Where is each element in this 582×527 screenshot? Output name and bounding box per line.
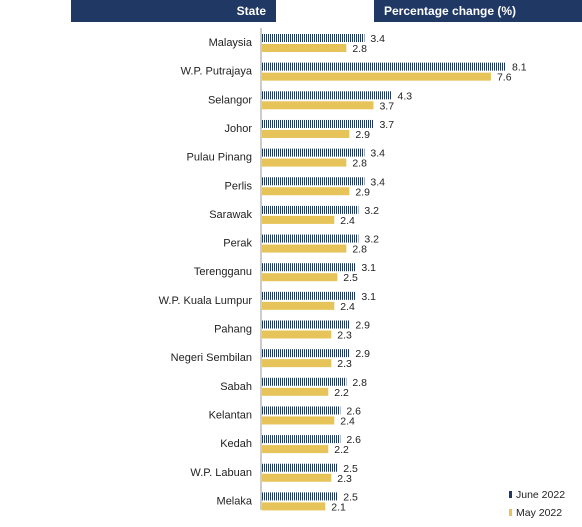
bar-june-2022 [262,320,350,329]
bar-may-2022 [262,301,335,310]
data-label: 2.8 [352,377,367,389]
data-label: 3.2 [364,205,379,217]
bar-may-2022 [262,502,326,511]
bar-may-2022 [262,359,332,368]
category-label: Malaysia [209,37,253,49]
data-label: 2.8 [352,244,367,256]
data-label: 2.1 [331,501,346,513]
data-label: 2.3 [337,358,352,370]
bar-may-2022 [262,215,335,224]
bar-may-2022 [262,158,347,167]
category-label: Johor [224,123,252,135]
data-label: 3.4 [370,148,385,160]
data-label: 3.1 [361,291,376,303]
bar-june-2022 [262,205,359,214]
bar-june-2022 [262,234,359,243]
data-label: 2.8 [352,43,367,55]
data-label: 2.2 [334,444,349,456]
bar-june-2022 [262,349,350,358]
bar-may-2022 [262,244,347,253]
data-label: 2.4 [340,215,355,227]
data-label: 2.9 [355,186,370,198]
category-label: Negeri Sembilan [171,352,252,364]
category-label: Kedah [220,438,252,450]
bar-june-2022 [262,492,338,501]
legend-swatch-june [509,491,512,498]
bar-june-2022 [262,291,356,300]
data-label: 2.9 [355,129,370,141]
bar-may-2022 [262,187,350,196]
data-label: 7.6 [497,72,512,84]
bar-may-2022 [262,273,338,282]
bar-june-2022 [262,34,365,42]
bar-june-2022 [262,377,347,386]
bar-june-2022 [262,177,365,186]
data-label: 2.4 [340,301,355,313]
category-label: Kelantan [209,409,252,421]
category-label: Perak [223,238,252,250]
category-label: Selangor [208,94,252,106]
category-label: W.P. Labuan [190,467,252,479]
bar-june-2022 [262,435,341,444]
data-label: 8.1 [512,62,527,74]
data-label: 3.7 [379,100,394,112]
data-label: 3.7 [379,119,394,131]
state-column-header: State [71,0,276,22]
category-label: Sarawak [209,209,252,221]
category-label: W.P. Putrajaya [181,66,253,78]
category-label: Melaka [217,495,253,507]
bar-may-2022 [262,416,335,425]
data-label: 2.5 [343,463,358,475]
legend-swatch-may [509,509,512,516]
bar-june-2022 [262,62,506,71]
bar-june-2022 [262,91,392,100]
bar-june-2022 [262,406,341,415]
legend-label-may: May 2022 [516,507,562,519]
data-label: 2.6 [346,405,361,417]
bar-june-2022 [262,119,374,128]
data-label: 2.9 [355,320,370,332]
bar-may-2022 [262,330,332,339]
bar-may-2022 [262,44,347,52]
bar-may-2022 [262,387,329,396]
category-label: Perlis [224,180,252,192]
bar-may-2022 [262,445,329,454]
data-label: 2.5 [343,491,358,503]
data-label: 2.9 [355,348,370,360]
data-label: 2.4 [340,415,355,427]
data-label: 2.8 [352,158,367,170]
data-label: 2.3 [337,473,352,485]
bar-may-2022 [262,72,491,81]
category-label: Pulau Pinang [187,152,252,164]
data-label: 3.2 [364,234,379,246]
bar-may-2022 [262,101,374,110]
bar-june-2022 [262,148,365,157]
data-label: 3.4 [370,33,385,45]
bar-june-2022 [262,263,356,272]
category-label: Terengganu [194,266,252,278]
bar-may-2022 [262,473,332,482]
bar-may-2022 [262,129,350,138]
legend-label-june: June 2022 [516,489,565,501]
data-label: 2.3 [337,330,352,342]
category-label: W.P. Kuala Lumpur [159,295,253,307]
data-label: 2.5 [343,272,358,284]
data-label: 3.4 [370,176,385,188]
bar-june-2022 [262,463,338,472]
percentage-change-column-header: Percentage change (%) [374,0,582,22]
data-label: 2.6 [346,434,361,446]
data-label: 3.1 [361,262,376,274]
data-label: 2.2 [334,387,349,399]
data-label: 4.3 [398,90,413,102]
category-label: Sabah [220,381,252,393]
category-label: Pahang [214,324,252,336]
